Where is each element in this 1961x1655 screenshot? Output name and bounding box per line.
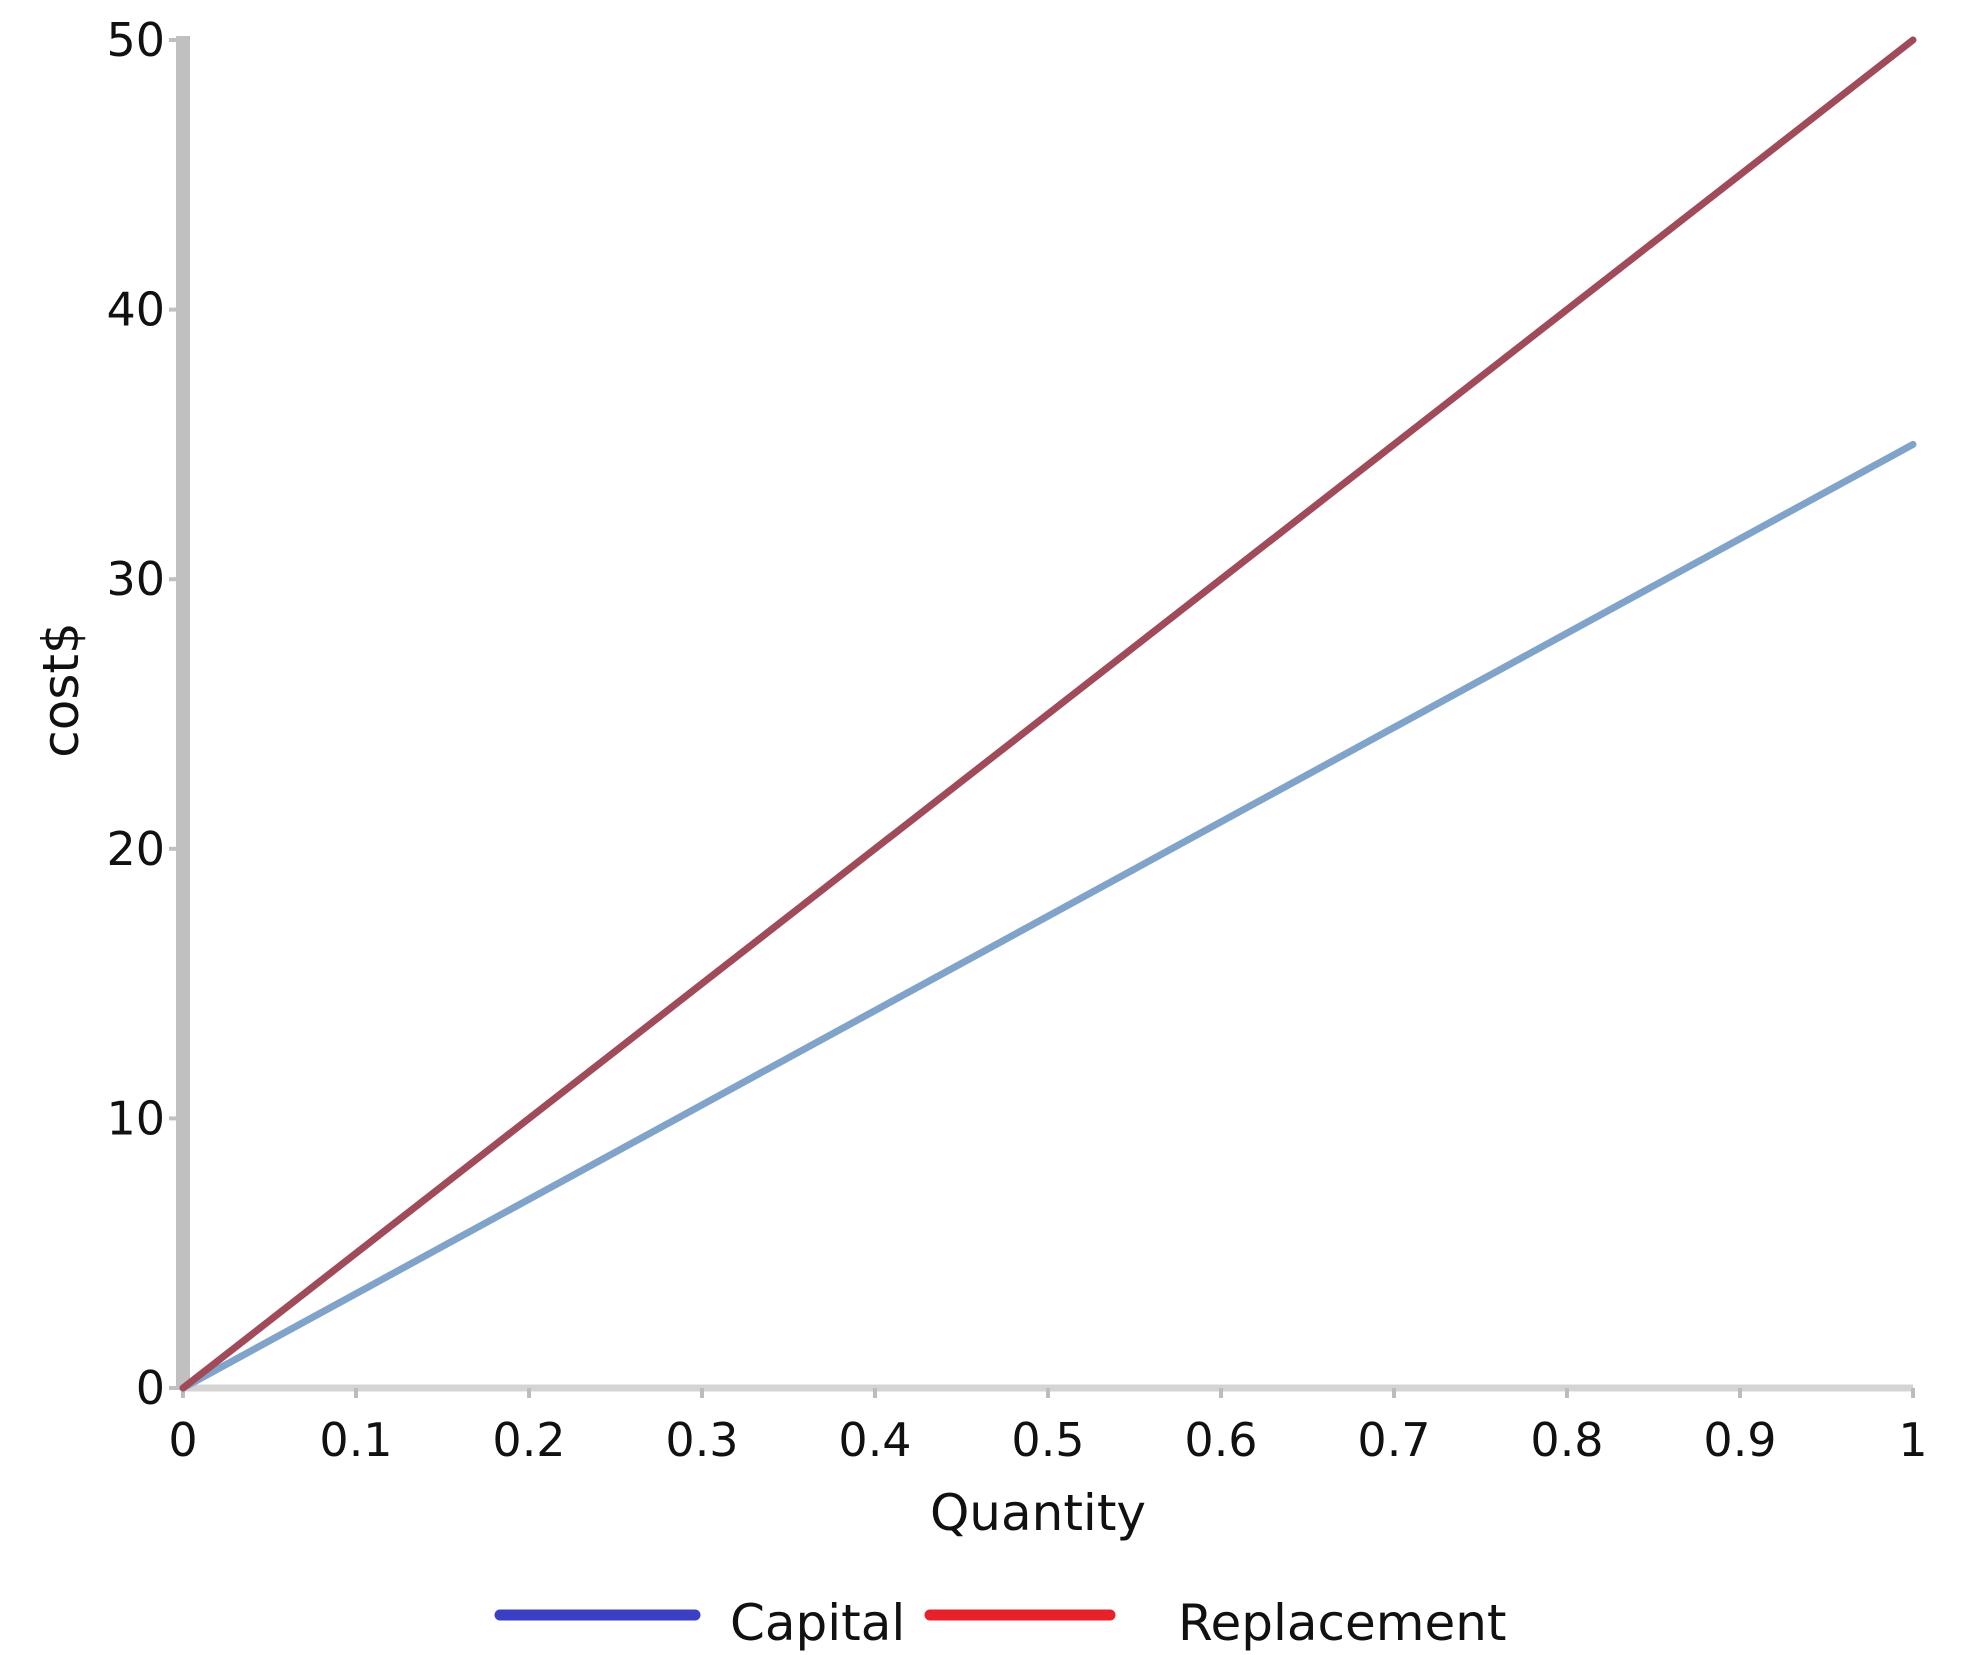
legend-label-capital: Capital bbox=[730, 1594, 905, 1652]
y-ticks: 0 10 20 30 40 50 bbox=[106, 13, 183, 1415]
x-tick-label: 0 bbox=[168, 1413, 197, 1467]
y-tick-label: 0 bbox=[136, 1361, 165, 1415]
x-tick-label: 0.1 bbox=[319, 1413, 392, 1467]
x-tick-label: 0.9 bbox=[1703, 1413, 1776, 1467]
x-tick-label: 1 bbox=[1898, 1413, 1927, 1467]
y-tick-label: 30 bbox=[106, 552, 165, 606]
y-tick-label: 50 bbox=[106, 13, 165, 67]
y-tick-label: 20 bbox=[106, 822, 165, 876]
x-tick-label: 0.8 bbox=[1530, 1413, 1603, 1467]
x-tick-label: 0.6 bbox=[1184, 1413, 1257, 1467]
x-tick-label: 0.5 bbox=[1011, 1413, 1084, 1467]
series-line-capital bbox=[179, 440, 1917, 1392]
x-axis-title: Quantity bbox=[930, 1484, 1146, 1542]
x-tick-label: 0.4 bbox=[838, 1413, 911, 1467]
x-tick-label: 0.7 bbox=[1357, 1413, 1430, 1467]
series-lines bbox=[179, 36, 1917, 1392]
y-tick-label: 40 bbox=[106, 283, 165, 337]
legend-label-replacement: Replacement bbox=[1178, 1594, 1507, 1652]
x-tick-label: 0.3 bbox=[665, 1413, 738, 1467]
legend: Capital Replacement bbox=[494, 1594, 1507, 1652]
x-ticks: 0 0.1 0.2 0.3 0.4 0.5 0.6 0.7 0.8 0.9 1 bbox=[168, 1388, 1928, 1467]
x-tick-label: 0.2 bbox=[492, 1413, 565, 1467]
y-axis-title: cost$ bbox=[32, 622, 90, 758]
y-tick-label: 10 bbox=[106, 1091, 165, 1145]
series-line-replacement bbox=[179, 36, 1917, 1392]
